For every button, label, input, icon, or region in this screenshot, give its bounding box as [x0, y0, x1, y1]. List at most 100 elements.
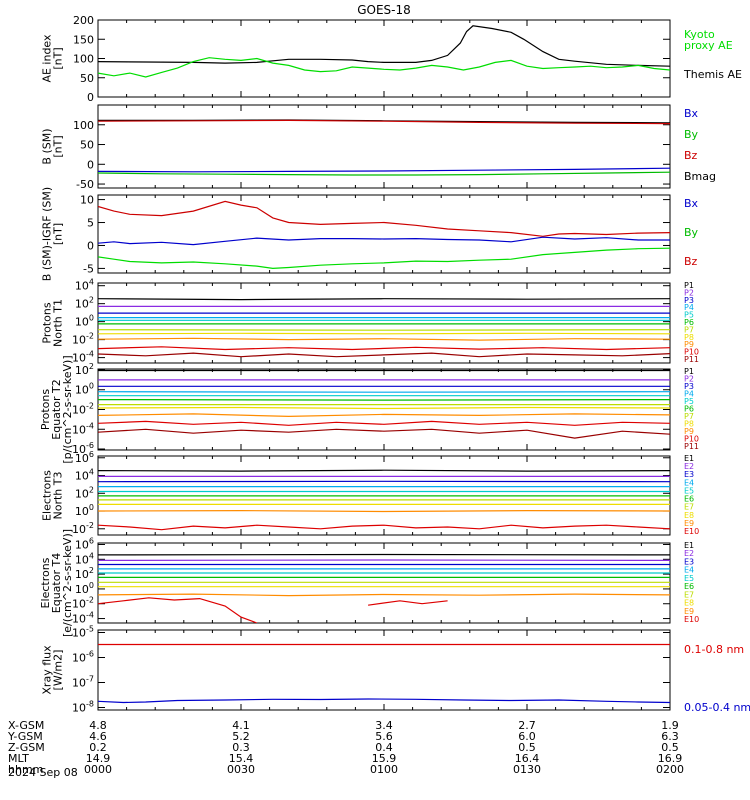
legend-label: E7	[684, 590, 694, 599]
legend-label: Bz	[684, 255, 698, 268]
x-tick-value: 0000	[84, 763, 112, 776]
y-tick-label: 200	[73, 14, 94, 27]
y-tick-label: 102	[75, 485, 94, 500]
x-tick-value: 4.6	[89, 730, 107, 743]
y-axis-label: [p/(cm^2-s-sr-keV)]	[61, 355, 74, 463]
y-tick-label: 5	[87, 217, 94, 230]
legend-label: P5	[684, 397, 694, 406]
legend-label: E9	[684, 519, 694, 528]
y-tick-label: 104	[75, 278, 94, 293]
y-tick-label: 10-8	[72, 700, 94, 715]
y-axis-label: B (SM)-IGRF (SM)	[41, 187, 54, 281]
x-tick-value: 4.8	[89, 719, 107, 732]
y-tick-label: 10-7	[72, 675, 94, 690]
series-line	[98, 597, 258, 623]
legend-label: E7	[684, 503, 694, 512]
y-axis-label: Equator T2	[50, 379, 63, 439]
y-axis-label: Protons	[39, 389, 52, 430]
panel-frame	[97, 368, 671, 451]
y-tick-label: 50	[80, 72, 94, 85]
series-line	[98, 428, 670, 439]
legend-label: By	[684, 226, 699, 239]
legend-label: proxy AE	[684, 39, 733, 52]
x-row-label: Z-GSM	[8, 741, 45, 754]
panel-frame	[97, 19, 671, 98]
y-tick-label: 10	[80, 194, 94, 207]
y-tick-label: 100	[75, 382, 94, 397]
legend-label: P1	[684, 367, 694, 376]
legend-label: Themis AE	[683, 68, 742, 81]
x-tick-value: 6.0	[518, 730, 536, 743]
legend-label: E6	[684, 582, 694, 591]
legend-label: P10	[684, 435, 699, 444]
legend-label: E4	[684, 478, 694, 487]
x-row-label: X-GSM	[8, 719, 44, 732]
x-tick-value: 2.7	[518, 719, 536, 732]
series-line	[98, 332, 670, 335]
series-line	[98, 25, 670, 67]
x-row-label: Y-GSM	[7, 730, 43, 743]
x-tick-value: 6.3	[661, 730, 679, 743]
legend-label: E6	[684, 495, 694, 504]
y-tick-label: 100	[73, 119, 94, 132]
legend-label: P10	[684, 348, 699, 357]
y-tick-label: 0	[87, 91, 94, 104]
y-tick-label: 104	[75, 551, 94, 566]
legend-label: P7	[684, 325, 694, 334]
legend-label: P2	[684, 375, 694, 384]
series-line	[98, 236, 670, 246]
y-tick-label: 0	[87, 239, 94, 252]
y-tick-label: 0	[87, 158, 94, 171]
y-axis-label: [nT]	[52, 135, 65, 157]
series-line	[98, 510, 670, 513]
legend-label: E2	[684, 462, 694, 471]
legend-label: E3	[684, 470, 694, 479]
x-row-label: hhmm	[8, 763, 43, 776]
x-tick-value: 0100	[370, 763, 398, 776]
y-tick-label: 106	[75, 536, 94, 551]
legend-label: P1	[684, 281, 694, 290]
y-tick-label: 150	[73, 33, 94, 46]
series-line	[98, 593, 670, 597]
series-line	[98, 399, 670, 401]
x-tick-value: 0.3	[232, 741, 250, 754]
legend-label: Bx	[684, 107, 699, 120]
legend-label: Bx	[684, 197, 699, 210]
series-line	[98, 119, 670, 125]
y-tick-label: 100	[75, 581, 94, 596]
y-tick-label: 10-4	[72, 611, 94, 626]
legend-label: P8	[684, 333, 694, 342]
legend-label: Bz	[684, 149, 698, 162]
legend-label: E1	[684, 541, 694, 550]
y-axis-label: [nT]	[52, 47, 65, 69]
y-axis-label: B (SM)	[41, 128, 54, 164]
y-axis-label: Equator T4	[50, 553, 63, 613]
panel-frame	[97, 629, 671, 711]
y-tick-label: 102	[75, 566, 94, 581]
y-tick-label: 10-2	[72, 596, 94, 611]
legend-label: P9	[684, 340, 694, 349]
y-tick-label: 10-4	[72, 350, 94, 365]
series-line	[98, 406, 670, 410]
series-line	[368, 600, 448, 606]
legend-label: P3	[684, 296, 694, 305]
legend-label: P7	[684, 412, 694, 421]
series-line	[98, 329, 670, 331]
legend-label: E5	[684, 574, 694, 583]
legend-label: P4	[684, 390, 694, 399]
y-tick-label: 100	[75, 314, 94, 329]
x-tick-value: 14.9	[86, 752, 111, 765]
y-tick-label: 10-2	[72, 332, 94, 347]
legend-label: P9	[684, 427, 694, 436]
legend-label: E9	[684, 607, 694, 616]
y-axis-label: AE index	[41, 34, 54, 83]
y-axis-label: Electrons	[41, 470, 54, 521]
series-line	[98, 337, 670, 341]
series-line	[98, 167, 670, 173]
x-tick-value: 5.6	[375, 730, 393, 743]
series-line	[98, 469, 670, 472]
series-line	[98, 298, 670, 301]
legend-label: P11	[684, 355, 699, 364]
panel-frame	[97, 282, 671, 364]
